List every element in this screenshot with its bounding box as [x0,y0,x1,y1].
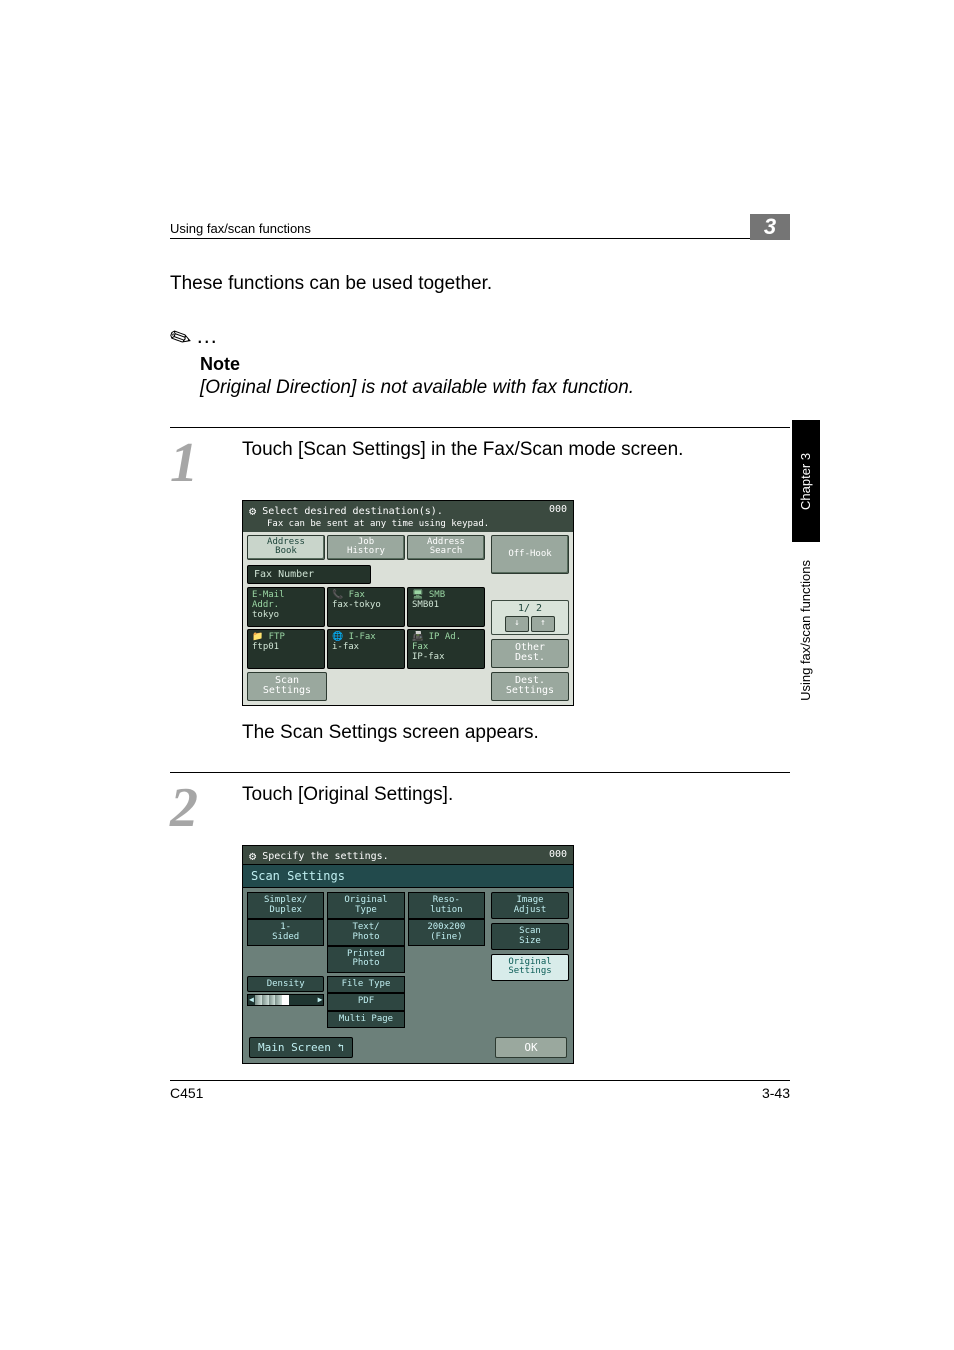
dest-smb-hdr: SMB [429,590,445,600]
screen1-tabs: Address Book Job History Address Search [243,532,489,563]
printed-photo-value[interactable]: Printed Photo [327,946,404,973]
dest-smb[interactable]: 🖥 SMBSMB01 [407,587,485,627]
destination-grid: E-Mail Addr.tokyo 📞 Faxfax-tokyo 🖥 SMBSM… [243,584,489,672]
file-type-label: File Type [327,976,404,993]
screen1-topbar-msg: Select desired destination(s). [262,506,443,517]
fax-number-tab[interactable]: Fax Number [247,565,371,584]
side-section-label: Using fax/scan functions [792,560,820,701]
resolution-value[interactable]: 200x200 (Fine) [408,919,485,946]
dest-ipfax[interactable]: 📠 IP Ad. FaxIP-fax [407,629,485,669]
dest-ifax[interactable]: 🌐 I-Faxi-fax [327,629,405,669]
resolution-label: Reso- lution [408,892,485,919]
original-type-label: Original Type [327,892,404,919]
running-header-title: Using fax/scan functions [170,221,311,236]
dest-ftp-hdr: FTP [269,632,285,642]
multi-page-value[interactable]: Multi Page [327,1011,404,1028]
scan-settings-button[interactable]: Scan Settings [247,672,327,701]
dest-settings-button[interactable]: Dest. Settings [491,672,569,701]
step-1-number: 1 [170,438,242,488]
sided-value[interactable]: 1- Sided [247,919,324,946]
screen2-topbar-msg: Specify the settings. [262,851,388,862]
footer-page: 3-43 [762,1085,790,1101]
page-indicator-text: 1/ 2 [518,603,542,614]
tab-address-book[interactable]: Address Book [247,535,325,560]
ellipsis-icon: … [196,323,220,348]
dest-ftp-val: ftp01 [252,642,279,652]
side-chapter-tab: Chapter 3 [792,420,820,542]
off-hook-button[interactable]: Off-Hook [491,535,569,574]
step-1: 1 Touch [Scan Settings] in the Fax/Scan … [170,427,790,488]
image-adjust-button[interactable]: Image Adjust [491,892,569,919]
note-label: Note [200,354,790,375]
note-block: ✎… Note [Original Direction] is not avai… [170,323,790,399]
scan-size-button[interactable]: Scan Size [491,923,569,950]
density-left-arrow-icon: ◀ [248,995,255,1004]
gear-icon: ⚙ [249,849,256,863]
screen2-counter: 000 [549,849,567,863]
page-down-button[interactable]: ↓ [505,616,529,632]
dest-ifax-val: i-fax [332,642,359,652]
dest-email-val: tokyo [252,610,279,620]
text-photo-value[interactable]: Text/ Photo [327,919,404,946]
dest-email-hdr: E-Mail Addr. [252,590,285,610]
pencil-icon: ✎ [164,319,197,356]
density-right-arrow-icon: ▶ [317,995,324,1004]
dest-ipfax-val: IP-fax [412,652,445,662]
dest-smb-val: SMB01 [412,600,439,610]
step-2-number: 2 [170,783,242,833]
screen1-topbar: ⚙ Select desired destination(s). 000 [243,501,573,519]
note-body: [Original Direction] is not available wi… [200,377,790,399]
page-indicator: 1/ 2 ↓ ↑ [491,600,569,635]
page-up-button[interactable]: ↑ [531,616,555,632]
screen1-counter: 000 [549,504,567,518]
dest-ftp[interactable]: 📁 FTPftp01 [247,629,325,669]
screen-1: ⚙ Select desired destination(s). 000 Fax… [242,500,790,706]
dest-fax[interactable]: 📞 Faxfax-tokyo [327,587,405,627]
gear-icon: ⚙ [249,504,256,518]
step-1-text: Touch [Scan Settings] in the Fax/Scan mo… [242,438,790,463]
ok-button[interactable]: OK [495,1037,567,1058]
chapter-number-box: 3 [750,214,790,240]
original-settings-button[interactable]: Original Settings [491,954,569,981]
dest-fax-hdr: Fax [349,590,365,600]
density-label: Density [247,976,324,992]
step-2: 2 Touch [Original Settings]. [170,772,790,833]
main-screen-button[interactable]: Main Screen ↰ [249,1037,353,1058]
other-dest-button[interactable]: Other Dest. [491,639,569,668]
dest-fax-val: fax-tokyo [332,600,381,610]
step-2-text: Touch [Original Settings]. [242,783,790,808]
tab-job-history[interactable]: Job History [327,535,405,560]
dest-email[interactable]: E-Mail Addr.tokyo [247,587,325,627]
dest-ifax-hdr: I-Fax [349,632,376,642]
step-1-after: The Scan Settings screen appears. [242,722,790,744]
footer-model: C451 [170,1085,203,1101]
intro-text: These functions can be used together. [170,271,790,297]
screen-2: ⚙ Specify the settings. 000 Scan Setting… [242,845,790,1064]
tab-address-search[interactable]: Address Search [407,535,485,560]
running-header: Using fax/scan functions 3 [170,210,790,239]
pdf-value[interactable]: PDF [327,993,404,1010]
screen1-subbar: Fax can be sent at any time using keypad… [243,519,573,532]
page-footer: C451 3-43 [170,1080,790,1101]
density-bar[interactable]: ◀ ▶ [247,994,324,1006]
screen2-topbar: ⚙ Specify the settings. 000 [243,846,573,864]
scan-settings-title: Scan Settings [243,864,573,888]
simplex-duplex-label: Simplex/ Duplex [247,892,324,919]
